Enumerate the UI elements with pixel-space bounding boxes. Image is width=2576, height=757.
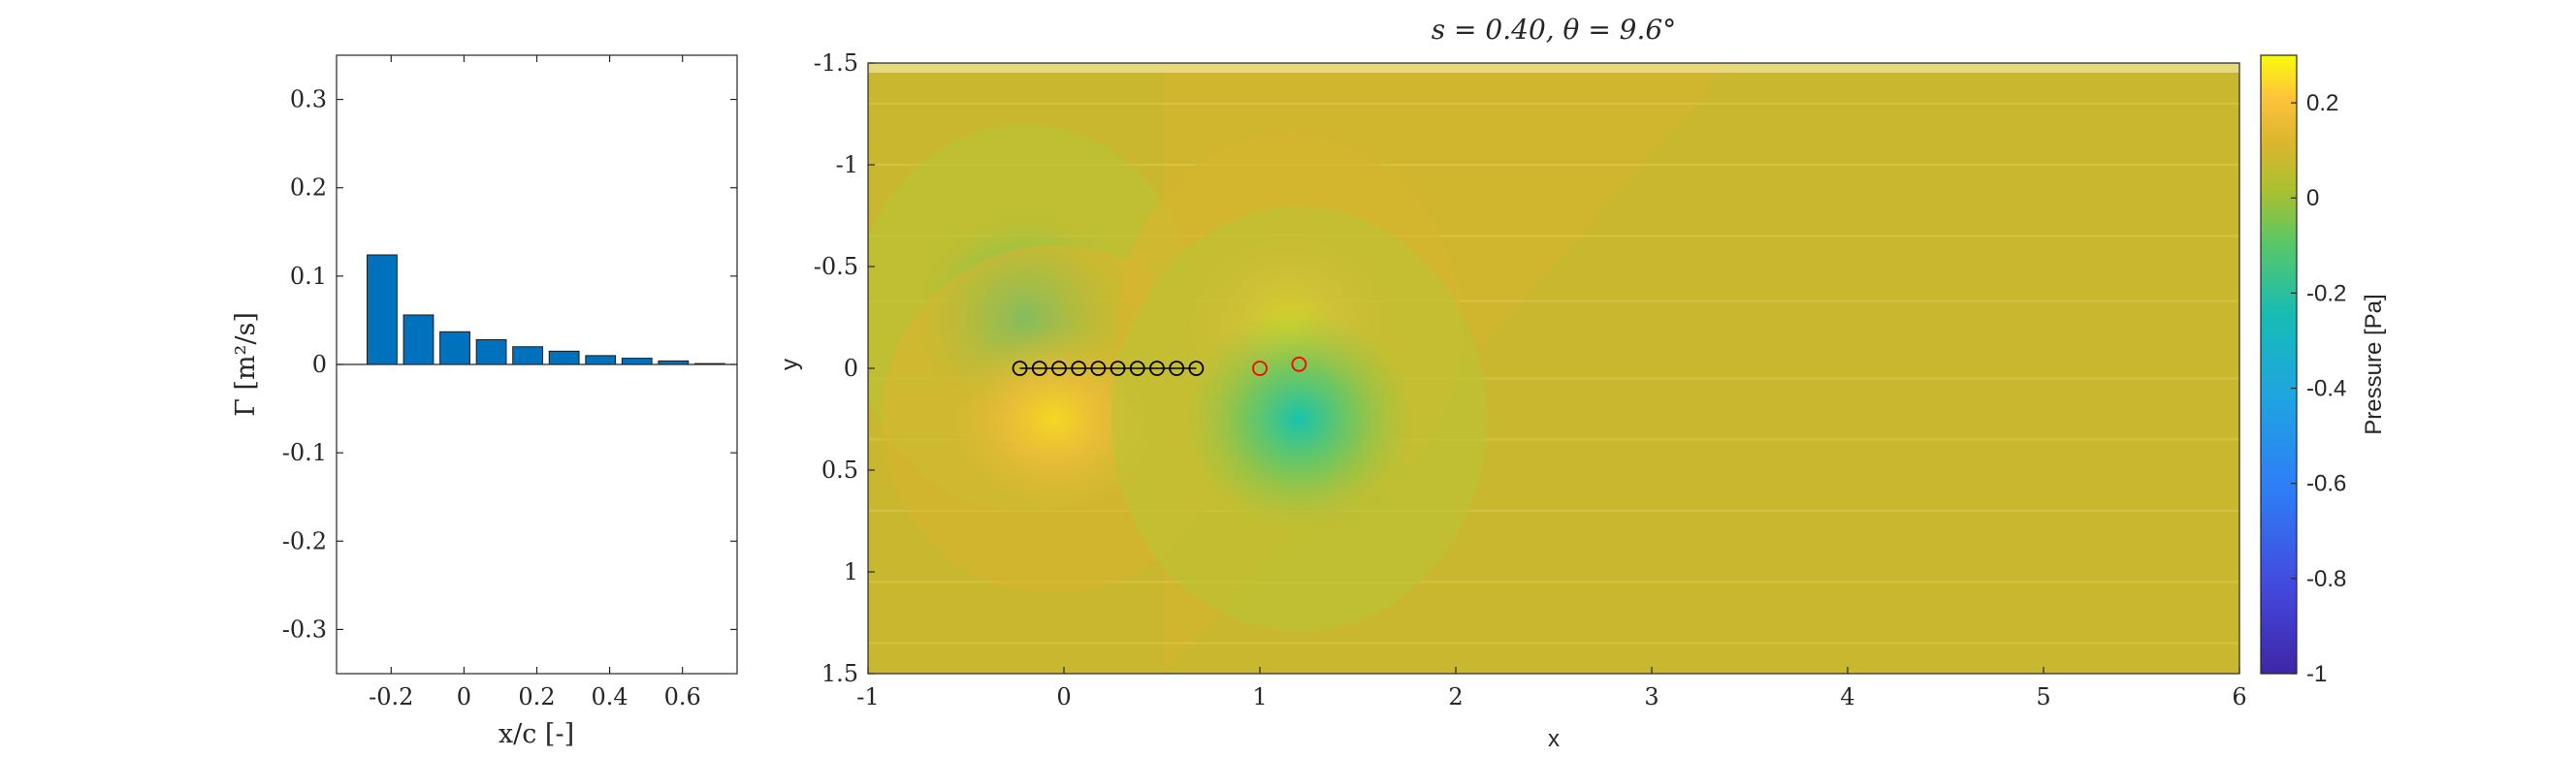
field-xtick-label: 1 xyxy=(1252,683,1267,710)
bar-chart-ytick-label: -0.3 xyxy=(282,615,327,643)
low-pressure-region xyxy=(1181,307,1417,531)
field-ytick-label: 1 xyxy=(844,558,858,585)
field-xtick-label: -1 xyxy=(856,683,879,710)
panel-vortex-marker xyxy=(1012,361,1028,376)
bar-chart-xtick-label: 0.6 xyxy=(664,683,701,710)
field-xtick-label: 6 xyxy=(2232,683,2246,710)
colorbar-tick-label: -1 xyxy=(2306,661,2327,687)
high-pressure-region xyxy=(946,328,1162,511)
wake-vortex-marker xyxy=(1252,361,1268,376)
circulation-bar xyxy=(512,346,544,365)
colorbar-label: Pressure [Pa] xyxy=(2361,294,2387,434)
panel-vortex-marker xyxy=(1031,361,1047,376)
panel-vortex-marker xyxy=(1051,361,1067,376)
bar-chart-xlabel: x/c [-] xyxy=(499,719,574,749)
field-ylabel: y xyxy=(777,359,803,370)
field-ytick-label: -1.5 xyxy=(814,49,858,77)
circulation-bar xyxy=(475,338,507,365)
bar-chart-ytick-label: 0 xyxy=(312,351,327,378)
field-xlabel: x xyxy=(1548,726,1560,752)
panel-vortex-marker xyxy=(1110,361,1126,376)
colorbar-tick-label: 0 xyxy=(2306,185,2319,211)
field-title: s = 0.40, θ = 9.6° xyxy=(1432,14,1676,46)
panel-vortex-marker xyxy=(1090,361,1107,376)
circulation-bar xyxy=(402,314,435,365)
field-xtick-label: 5 xyxy=(2036,683,2050,710)
bar-chart-ytick-label: 0.3 xyxy=(290,86,327,113)
circulation-bar xyxy=(548,350,580,365)
bar-chart-xtick-label: 0.4 xyxy=(592,683,628,710)
colorbar-tick-label: -0.6 xyxy=(2306,471,2346,497)
field-xtick-label: 2 xyxy=(1448,683,1463,710)
field-ytick-label: -1 xyxy=(836,151,858,178)
circulation-bar xyxy=(621,358,653,365)
panel-vortex-marker xyxy=(1129,361,1145,376)
colorbar-tick-label: -0.2 xyxy=(2306,280,2346,306)
bar-chart-ytick-label: 0.1 xyxy=(290,263,327,290)
colorbar-tick-label: -0.8 xyxy=(2306,566,2346,592)
field-ytick-label: 1.5 xyxy=(821,660,858,687)
panel-vortex-marker xyxy=(1188,361,1205,376)
bar-chart-xtick-label: 0 xyxy=(457,683,471,710)
circulation-bar xyxy=(439,331,470,365)
circulation-bar-chart: -0.2 0 0.2 0.4 0.6 -0.3 -0.2 -0.1 0 0.1 0.2 0.3 x/… xyxy=(231,54,738,749)
colorbar-tick-label: -0.4 xyxy=(2306,376,2346,402)
field-ytick-label: 0.5 xyxy=(821,457,858,484)
field-ytick-label: 0 xyxy=(844,355,858,382)
field-top-arrows xyxy=(868,63,2239,73)
colorbar-bar xyxy=(2260,54,2298,675)
wake-vortex-marker xyxy=(1291,356,1307,372)
pressure-colorbar: 0.2 0 -0.2 -0.4 -0.6 -0.8 -1 Pressure [Pa] xyxy=(2260,54,2387,687)
field-ytick-label: -0.5 xyxy=(814,253,858,280)
circulation-bar xyxy=(367,254,398,365)
field-xtick-label: 3 xyxy=(1644,683,1658,710)
circulation-bar xyxy=(585,355,617,365)
bar-chart-ylabel: Γ [m²/s] xyxy=(231,312,261,417)
panel-vortex-marker xyxy=(1071,361,1087,376)
bar-chart-xtick-label: -0.2 xyxy=(369,683,413,710)
bar-chart-xtick-label: 0.2 xyxy=(518,683,555,710)
field-xtick-label: 0 xyxy=(1056,683,1071,710)
bar-chart-ytick-label: 0.2 xyxy=(290,174,327,202)
field-xtick-label: 4 xyxy=(1840,683,1854,710)
bar-chart-ytick-label: -0.2 xyxy=(282,527,327,554)
pressure-field-plot: -1 0 1 2 3 4 5 6 -1.5 -1 -0.5 0 0.5 1 1.5 x y s = 0.4… xyxy=(777,14,2247,752)
panel-vortex-marker xyxy=(1169,361,1185,376)
bar-chart-ytick-label: -0.1 xyxy=(282,439,327,466)
colorbar-tick-label: 0.2 xyxy=(2306,90,2338,116)
panel-vortex-marker xyxy=(1149,361,1165,376)
